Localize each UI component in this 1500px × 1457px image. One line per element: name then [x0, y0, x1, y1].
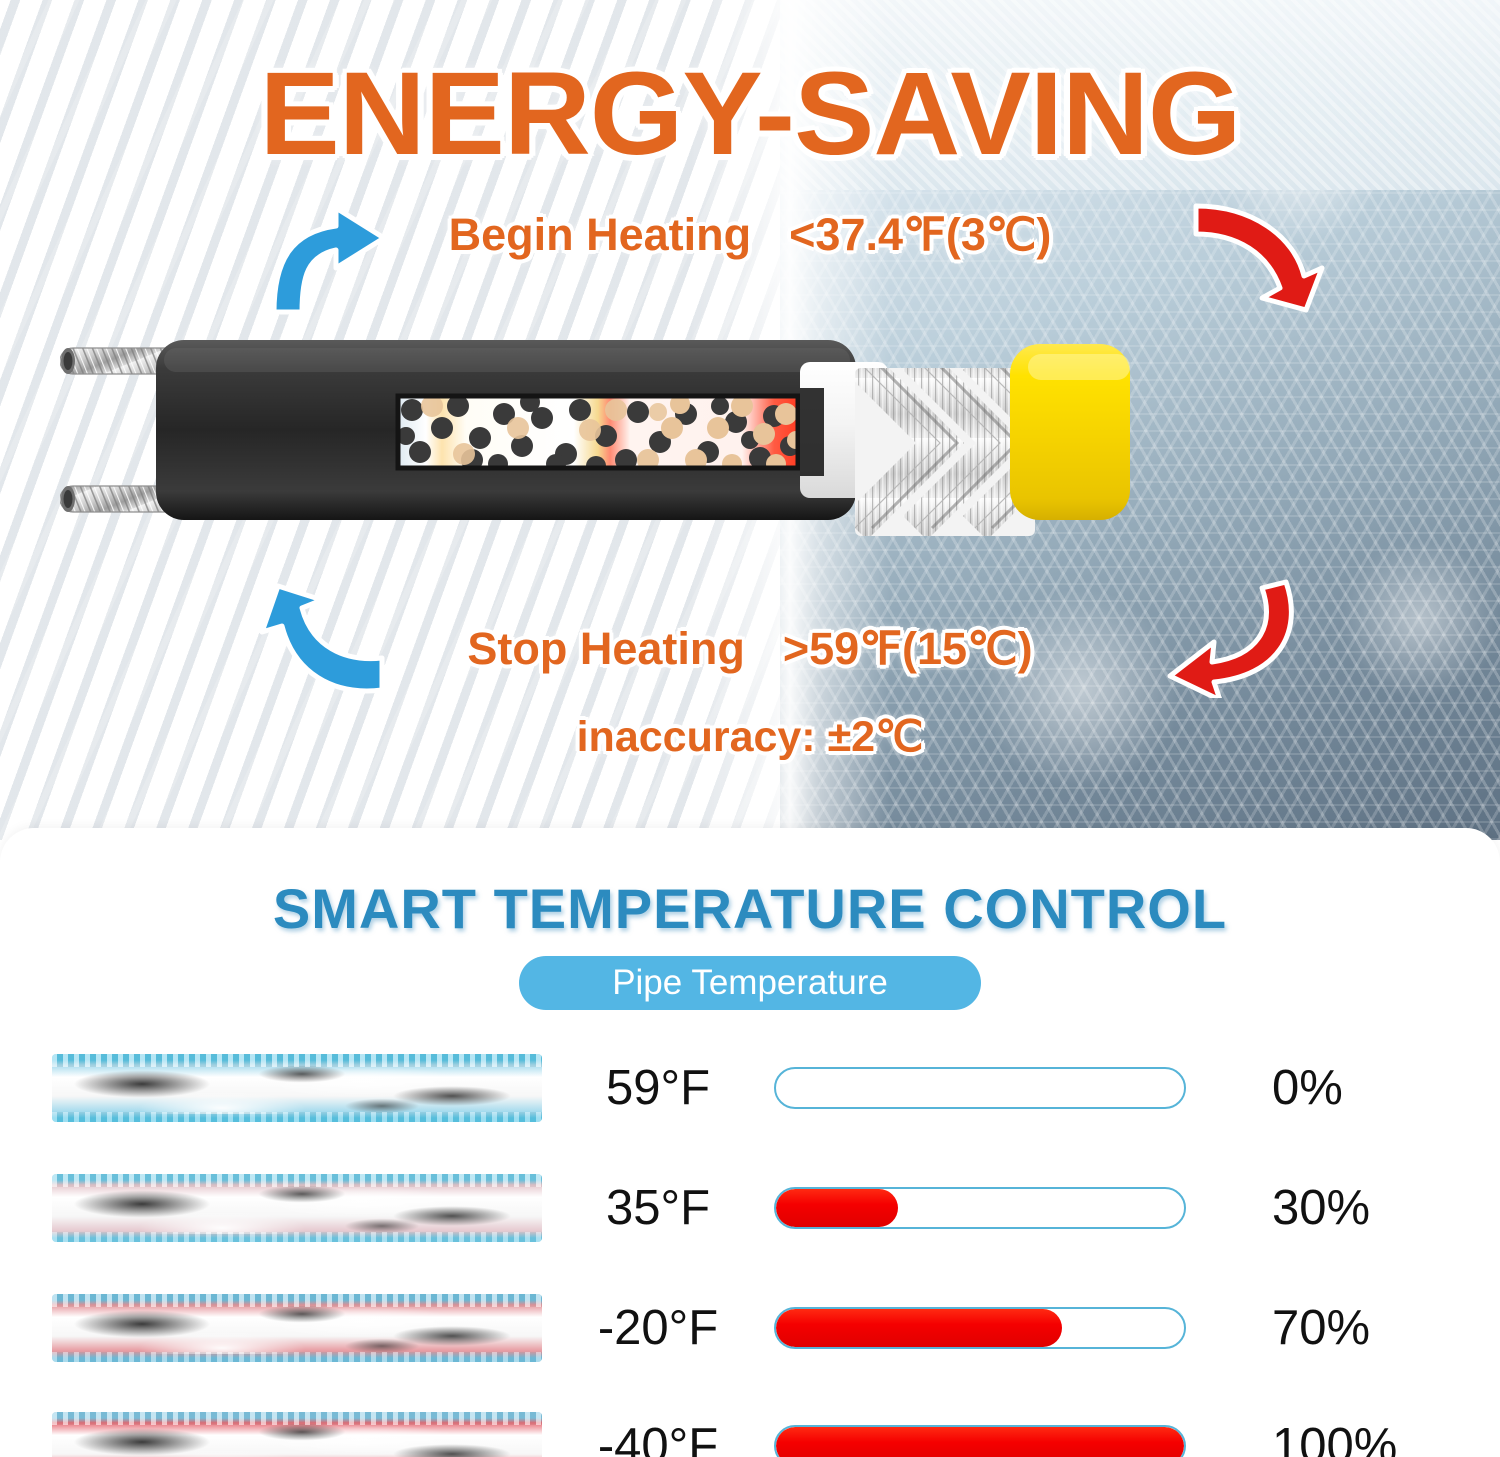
frost-top-strip [780, 0, 1500, 190]
temperature-value: 59°F [605, 1061, 711, 1115]
output-bar [774, 1067, 1186, 1109]
begin-heating-line: Begin Heating <37.4℉(3℃) [0, 208, 1500, 261]
bus-wire-bottom [59, 485, 179, 513]
output-bar [774, 1307, 1186, 1349]
panel-title: SMART TEMPERATURE CONTROL [272, 877, 1228, 940]
output-bar [774, 1425, 1186, 1457]
table-row: 35°F 30% [0, 1148, 1500, 1268]
output-bar-fill [776, 1189, 899, 1227]
bus-wire-top [59, 347, 179, 375]
begin-heating-label: Begin Heating [448, 209, 752, 260]
pipe-thumbnail [52, 1174, 542, 1242]
pipe-temperature-label: Pipe Temperature [612, 963, 888, 1002]
begin-heating-value: <37.4℉(3℃) [789, 209, 1052, 260]
output-percent: 100% [1272, 1419, 1398, 1457]
smart-temperature-panel: SMART TEMPERATURE CONTROL Pipe Temperatu… [0, 828, 1500, 1457]
output-bar [774, 1187, 1186, 1229]
arrow-bottom-left-icon [248, 572, 388, 697]
table-row: 59°F 0% [0, 1028, 1500, 1148]
arrow-top-right-icon [1190, 198, 1330, 313]
output-percent: 70% [1272, 1301, 1371, 1355]
arrow-top-left-icon [252, 196, 392, 316]
hero-title: ENERGY-SAVING [259, 48, 1241, 180]
pipe-thumbnail [52, 1294, 542, 1362]
pipe-thumbnail [52, 1412, 542, 1457]
arrow-bottom-right-icon [1160, 578, 1320, 703]
heating-cable-illustration [59, 318, 1130, 548]
metal-braid [855, 368, 1035, 536]
output-bar-fill [776, 1309, 1062, 1347]
temperature-value: 35°F [605, 1181, 711, 1235]
stop-heating-label: Stop Heating [467, 623, 745, 674]
stop-heating-value: >59℉(15℃) [782, 623, 1033, 674]
yellow-outer-jacket [1010, 344, 1130, 520]
pipe-thumbnail [52, 1054, 542, 1122]
temperature-rows: 59°F 0% 35°F 30% -20°F 70% -40°F 100% [0, 1028, 1500, 1457]
pipe-temperature-badge: Pipe Temperature [519, 956, 981, 1010]
output-bar-fill [776, 1427, 1184, 1457]
temperature-value: -20°F [597, 1301, 719, 1355]
hero-section: ENERGY-SAVING Begin Heating <37.4℉(3℃) St… [0, 0, 1500, 840]
stop-heating-line: Stop Heating >59℉(15℃) [0, 622, 1500, 675]
table-row: -20°F 70% [0, 1268, 1500, 1388]
temperature-value: -40°F [597, 1419, 719, 1457]
output-percent: 30% [1272, 1181, 1371, 1235]
carbon-particles [398, 396, 798, 468]
output-percent: 0% [1272, 1061, 1343, 1115]
table-row: -40°F 100% [0, 1388, 1500, 1457]
inaccuracy-line: inaccuracy: ±2℃ [576, 713, 924, 761]
